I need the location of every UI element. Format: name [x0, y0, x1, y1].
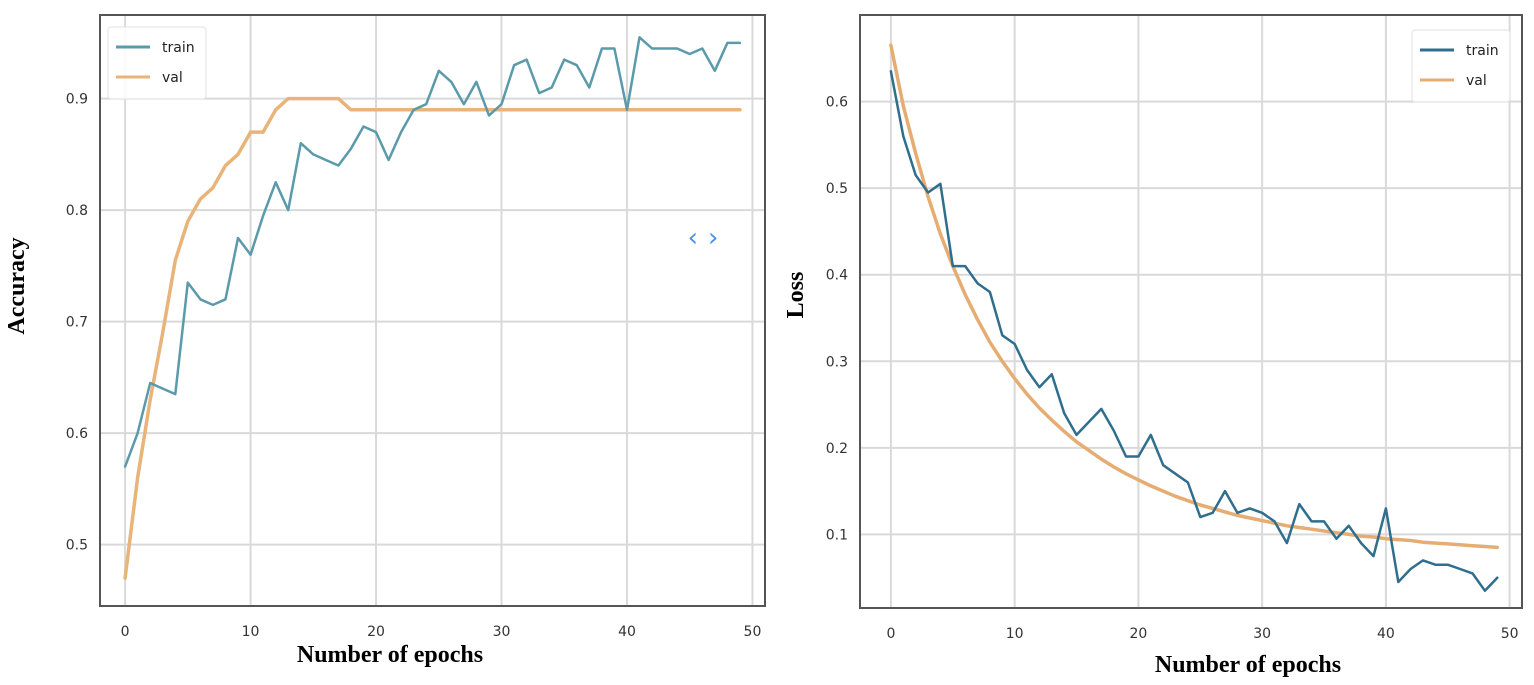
legend-label-val: val [1466, 73, 1487, 89]
y-tick-label: 0.5 [66, 538, 88, 554]
y-axis-label: Loss [783, 272, 809, 319]
x-axis-label: Number of epochs [1155, 652, 1341, 678]
plot-frame [99, 14, 766, 607]
x-tick-label: 30 [1253, 626, 1271, 642]
legend-label-train: train [1466, 43, 1499, 59]
y-tick-label: 0.6 [66, 426, 88, 442]
y-tick-label: 0.2 [826, 441, 848, 457]
x-tick-label: 20 [1129, 626, 1147, 642]
y-tick-label: 0.4 [826, 268, 848, 284]
loss-chart: 0 10 20 30 40 50 0.1 0.2 0.3 0.4 0.5 0.6 Number of e… [783, 14, 1523, 678]
x-tick-label: 0 [121, 624, 130, 640]
y-tick-label: 0.8 [66, 203, 88, 219]
x-tick-label: 20 [367, 624, 385, 640]
x-tick-label: 10 [1006, 626, 1024, 642]
chevron-left-icon[interactable]: ‹ [687, 223, 698, 253]
y-tick-label: 0.3 [826, 354, 848, 370]
y-tick-label: 0.9 [66, 92, 88, 108]
x-axis-label: Number of epochs [297, 642, 483, 668]
x-tick-label: 30 [493, 624, 511, 640]
legend: train val [107, 26, 207, 100]
y-tick-label: 0.7 [66, 315, 88, 331]
series-line-train [889, 70, 1499, 592]
x-tick-label: 50 [1501, 626, 1519, 642]
y-axis-label: Accuracy [4, 237, 30, 334]
series-line-val [889, 43, 1500, 550]
plot-frame [859, 14, 1523, 609]
x-tick-label: 50 [744, 624, 762, 640]
legend-box [107, 26, 207, 100]
x-tick-label: 40 [1377, 626, 1395, 642]
accuracy-chart: 0 10 20 30 40 50 0.5 0.6 0.7 0.8 0.9 Number of epoc… [4, 14, 766, 668]
x-tick-label: 0 [886, 626, 895, 642]
legend: train val [1411, 29, 1511, 103]
y-tick-label: 0.5 [826, 181, 848, 197]
legend-box [1411, 29, 1511, 103]
legend-label-train: train [162, 40, 195, 56]
y-tick-label: 0.6 [826, 95, 848, 111]
chevron-right-icon[interactable]: › [708, 223, 719, 253]
x-tick-label: 10 [242, 624, 260, 640]
code-arrows-icon[interactable]: ‹ › [676, 222, 730, 254]
y-tick-label: 0.1 [826, 527, 848, 543]
legend-label-val: val [162, 70, 183, 86]
x-tick-label: 40 [618, 624, 636, 640]
series-line-val [123, 96, 742, 580]
series-line-train [123, 36, 742, 468]
